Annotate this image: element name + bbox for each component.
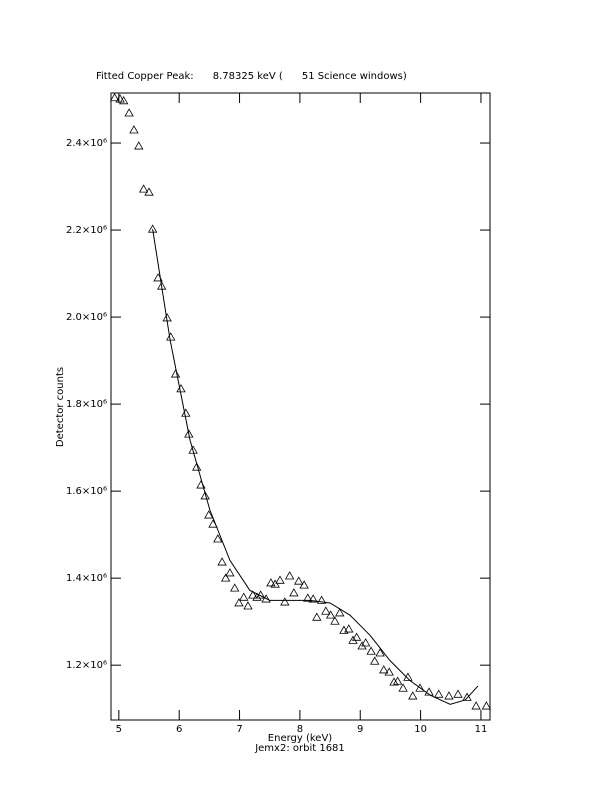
data-point [181,408,191,417]
data-point [234,598,244,607]
data-point [444,691,454,700]
y-tick-label: 1.6×10⁶ [66,486,107,497]
data-point [230,583,240,592]
x-tick-label: 8 [297,724,303,735]
data-point [184,429,194,438]
data-point [481,701,492,710]
data-point [379,665,389,674]
data-point [344,624,354,633]
data-point [289,588,299,597]
data-point [261,594,271,603]
data-point [266,578,276,587]
y-tick-label: 2.2×10⁶ [66,225,107,236]
data-point [220,573,231,582]
data-point [389,677,399,686]
data-point [225,568,235,577]
data-point [471,701,481,710]
y-tick-label: 2.4×10⁶ [66,138,107,149]
data-point [308,594,318,603]
data-point [392,676,403,685]
data-point [312,612,322,621]
data-point [252,592,262,601]
data-point [375,648,385,657]
data-point [424,687,434,696]
data-point [294,576,304,585]
data-point [299,580,309,589]
data-point [351,632,362,641]
data-point [166,332,176,341]
data-point [348,635,358,644]
data-point [192,462,202,471]
data-point [357,641,367,650]
y-tick-label: 1.4×10⁶ [66,573,107,584]
data-point [303,593,313,602]
data-point [176,384,186,393]
data-point [124,108,134,117]
data-point [217,557,227,566]
data-point [453,689,463,698]
data-point [270,579,280,588]
data-point [284,571,295,580]
data-point [239,592,249,601]
data-point [109,92,120,102]
data-point [325,610,336,619]
x-tick-label: 11 [475,724,488,735]
data-point [415,683,425,692]
x-tick-label: 6 [176,724,182,735]
x-axis-label: Energy (keV) [268,733,333,744]
data-point [118,96,129,105]
data-point [370,656,380,665]
data-point [330,616,340,625]
data-point [170,369,181,378]
x-tick-label: 7 [236,724,242,735]
data-point [403,672,413,681]
data-point [434,689,444,698]
data-point [360,638,371,647]
data-point [129,125,139,134]
data-point [134,141,144,150]
x-tick-label: 10 [414,724,427,735]
data-point [462,692,472,701]
data-point [280,597,290,606]
data-point [188,445,198,454]
data-point [144,187,154,196]
data-point [335,608,345,617]
y-axis-label: Detector counts [55,367,66,447]
plot-frame [110,92,491,721]
data-point [115,94,125,103]
data-point [275,575,285,584]
data-point [398,683,408,692]
data-point [408,691,418,700]
data-point [384,667,394,676]
data-point [200,491,210,500]
fit-line [152,229,479,705]
data-point [316,595,327,604]
subtitle: Jemx2: orbit 1681 [254,743,345,754]
data-point [243,601,253,610]
x-tick-label: 9 [357,724,363,735]
y-tick-label: 2.0×10⁶ [66,312,107,323]
data-point [321,606,331,615]
y-tick-label: 1.8×10⁶ [66,399,107,410]
data-point [204,510,214,519]
data-point [138,184,149,193]
x-tick-label: 5 [116,724,122,735]
chart-title: Fitted Copper Peak: 8.78325 keV ( 51 Sci… [96,71,407,82]
y-tick-label: 1.2×10⁶ [66,660,107,671]
data-point [213,534,223,543]
data-point [366,646,376,655]
data-point [248,590,258,599]
